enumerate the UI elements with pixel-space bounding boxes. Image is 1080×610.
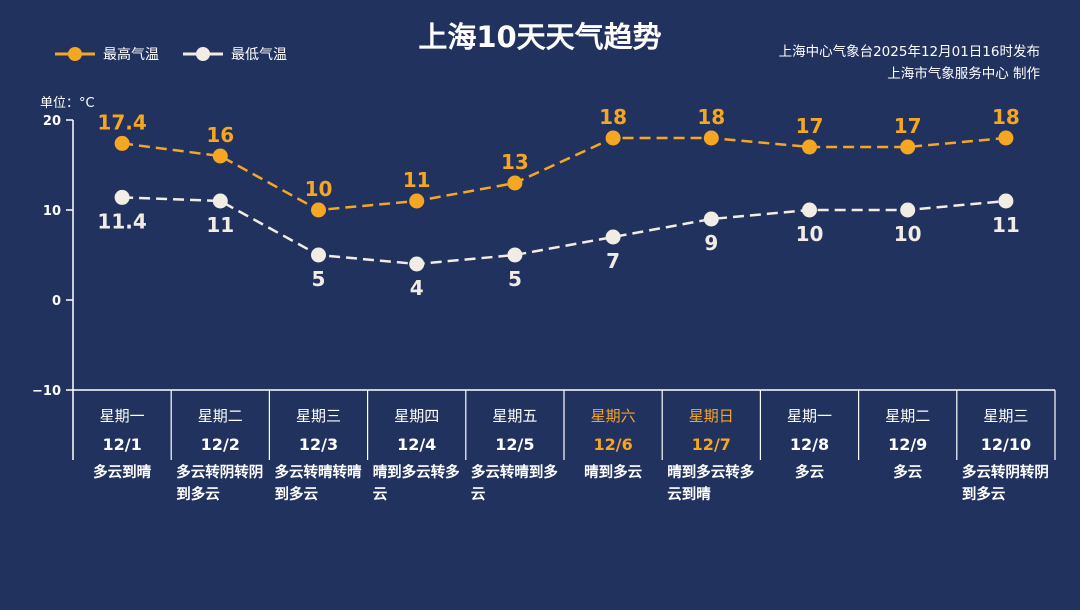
- legend-label: 最低气温: [231, 47, 287, 63]
- data-label: 17: [894, 114, 922, 138]
- unit-label: 单位：°C: [40, 96, 95, 111]
- legend-high-marker-icon: [55, 47, 95, 61]
- data-point: [311, 247, 326, 263]
- data-label: 10: [894, 222, 922, 246]
- data-label: 11: [206, 213, 234, 237]
- date-label: 12/6: [593, 435, 632, 454]
- weekday-label: 星期三: [983, 407, 1028, 425]
- data-point: [114, 189, 130, 205]
- data-point: [212, 193, 228, 209]
- source-info: 上海中心气象台2025年12月01日16时发布 上海市气象服务中心 制作: [779, 41, 1040, 85]
- data-point: [802, 139, 817, 155]
- weekday-label: 星期日: [689, 407, 734, 425]
- date-label: 12/9: [888, 435, 927, 454]
- weekday-label: 星期一: [787, 407, 832, 425]
- data-point: [409, 256, 425, 272]
- weather-description: 多云: [893, 465, 923, 481]
- legend-low-marker-icon: [183, 47, 223, 61]
- weekday-label: 星期二: [198, 407, 243, 425]
- data-label: 17.4: [97, 110, 146, 134]
- weather-description: 多云转阴转阴 到多云: [176, 465, 264, 503]
- data-label: 7: [606, 249, 620, 273]
- data-point: [311, 202, 326, 218]
- weekday-label: 星期六: [591, 407, 636, 425]
- weekday-label: 星期四: [394, 407, 439, 425]
- y-tick-label: 20: [43, 114, 61, 129]
- data-label: 9: [704, 231, 718, 255]
- date-label: 12/5: [495, 435, 534, 454]
- data-point: [900, 139, 916, 155]
- date-label: 12/4: [397, 435, 436, 454]
- weather-description: 多云转阴转阴 到多云: [961, 465, 1049, 503]
- data-label: 18: [599, 105, 627, 129]
- weekday-label: 星期三: [296, 407, 341, 425]
- data-label: 16: [206, 123, 234, 147]
- weather-description: 晴到多云: [584, 465, 643, 481]
- weekday-label: 星期五: [492, 407, 537, 425]
- source-line: 上海市气象服务中心 制作: [887, 66, 1040, 82]
- data-label: 5: [508, 267, 522, 291]
- data-point: [605, 130, 621, 146]
- legend-item-high: 最高气温: [55, 44, 159, 64]
- legend-label: 最高气温: [103, 47, 159, 63]
- date-label: 12/8: [790, 435, 829, 454]
- data-point: [703, 211, 719, 227]
- data-label: 5: [312, 267, 326, 291]
- data-point: [703, 130, 719, 146]
- weather-description: 多云: [795, 465, 824, 481]
- data-label: 13: [501, 150, 529, 174]
- data-label: 11: [403, 168, 431, 192]
- data-point: [998, 130, 1014, 146]
- weather-description: 晴到多云转多云: [372, 465, 460, 503]
- weekday-label: 星期二: [885, 407, 930, 425]
- data-label: 10: [305, 177, 333, 201]
- date-label: 12/1: [102, 435, 141, 454]
- source-line: 上海中心气象台2025年12月01日16时发布: [778, 44, 1040, 60]
- series-line-1: [122, 196, 1007, 266]
- data-point: [114, 135, 130, 151]
- data-point: [409, 193, 425, 209]
- data-label: 4: [410, 276, 424, 300]
- series-line-0: [121, 136, 1007, 212]
- data-label: 18: [992, 105, 1020, 129]
- y-tick-label: −10: [32, 384, 61, 399]
- data-point: [802, 202, 817, 218]
- date-label: 12/7: [692, 435, 731, 454]
- data-point: [212, 148, 228, 164]
- data-label: 18: [697, 105, 725, 129]
- y-tick-label: 0: [52, 294, 61, 309]
- data-point: [900, 202, 916, 218]
- weather-description: 多云转晴转晴 到多云: [274, 465, 362, 503]
- weather-description: 晴到多云转多 云到晴: [667, 465, 755, 503]
- data-point: [605, 229, 621, 245]
- weather-description: 多云转晴到多云: [470, 465, 558, 503]
- legend-item-low: 最低气温: [183, 44, 287, 64]
- date-label: 12/2: [201, 435, 240, 454]
- data-label: 10: [796, 222, 824, 246]
- data-point: [998, 193, 1014, 209]
- legend: 最高气温 最低气温: [55, 44, 287, 64]
- data-point: [507, 247, 523, 263]
- data-label: 11.4: [97, 209, 146, 233]
- data-label: 11: [992, 213, 1020, 237]
- y-tick-label: 10: [43, 204, 61, 219]
- weather-description: 多云到晴: [93, 465, 152, 481]
- data-label: 17: [796, 114, 824, 138]
- data-point: [507, 175, 523, 191]
- chart-title: 上海10天天气趋势: [418, 20, 662, 54]
- weekday-label: 星期一: [100, 407, 145, 425]
- date-label: 12/3: [299, 435, 338, 454]
- date-label: 12/10: [981, 435, 1031, 454]
